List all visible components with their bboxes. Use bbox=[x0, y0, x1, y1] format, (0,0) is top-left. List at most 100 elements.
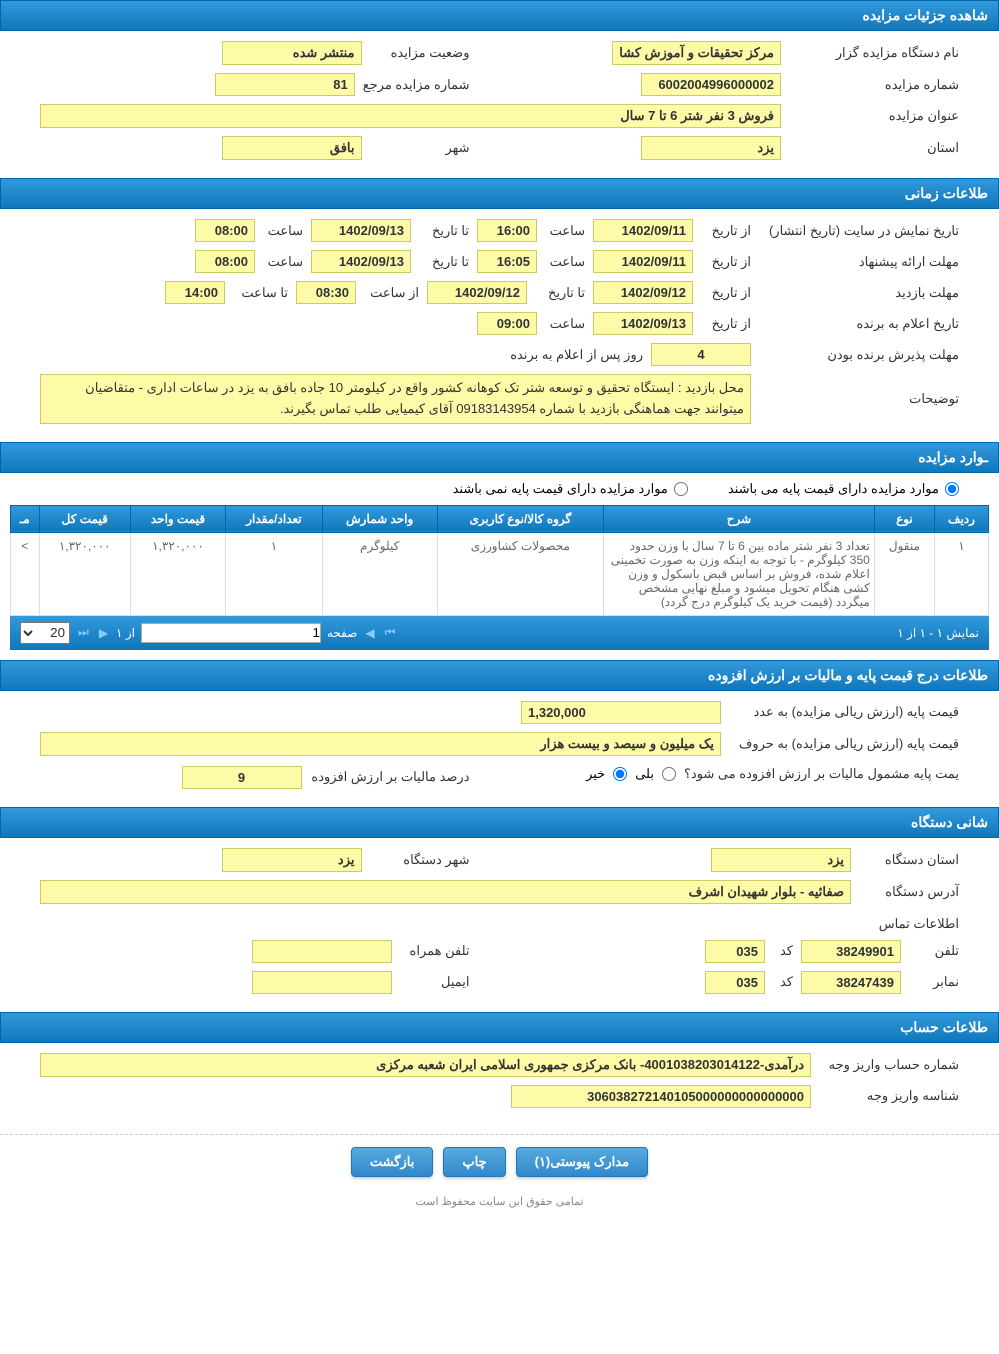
account-body: شماره حساب واریز وجه درآمدی-400103820301… bbox=[0, 1043, 999, 1126]
title-value: فروش 3 نفر شتر 6 تا 7 سال bbox=[40, 104, 781, 128]
from-date-lbl1: از تاریخ bbox=[701, 223, 751, 239]
hour-lbl1: ساعت bbox=[545, 223, 585, 239]
mobile-value bbox=[252, 940, 392, 963]
items-table-container: ردیف نوع شرح گروه کالا/نوع کاربری واحد ش… bbox=[10, 505, 989, 650]
base-num-label: قیمت پایه (ارزش ریالی مزایده) به عدد bbox=[729, 704, 959, 720]
radio-no-base[interactable] bbox=[674, 482, 688, 496]
acc-id-value: 306038272140105000000000000000 bbox=[511, 1085, 811, 1108]
hour-lbl4: ساعت bbox=[545, 316, 585, 332]
display-from-date: 1402/09/11 bbox=[593, 219, 693, 242]
pager-last-icon[interactable]: ⏭ bbox=[76, 625, 91, 640]
acc-id-label: شناسه واریز وجه bbox=[819, 1088, 959, 1104]
display-from-hour: 16:00 bbox=[477, 219, 537, 242]
from-hour-lbl3: از ساعت bbox=[364, 285, 419, 301]
radio-has-base[interactable] bbox=[945, 482, 959, 496]
pager-first-icon[interactable]: ⏮ bbox=[383, 625, 398, 640]
pager-next-icon[interactable]: ▶ bbox=[97, 626, 110, 640]
phone-code-value: 035 bbox=[705, 940, 765, 963]
cell-desc: تعداد 3 نفر شتر ماده بین 6 تا 7 سال با و… bbox=[604, 532, 875, 615]
pager-size-select[interactable]: 20 bbox=[20, 622, 70, 644]
accept-suffix: روز پس از اعلام به برنده bbox=[510, 347, 643, 363]
fax-code-label: کد bbox=[773, 974, 793, 990]
time-body: تاریخ نمایش در سایت (تاریخ انتشار) از تا… bbox=[0, 209, 999, 442]
address-body: استان دستگاه یزد شهر دستگاه یزد آدرس دست… bbox=[0, 838, 999, 1012]
pager: نمایش ۱ - ۱ از ۱ ⏮ ◀ صفحه از ۱ ▶ ⏭ 20 bbox=[10, 616, 989, 650]
mobile-label: تلفن همراه bbox=[400, 943, 470, 959]
details-body: نام دستگاه مزایده گزار مرکز تحقیقات و آم… bbox=[0, 31, 999, 178]
num-value: 6002004996000002 bbox=[641, 73, 781, 96]
vat-yes-radio[interactable] bbox=[662, 767, 676, 781]
province-label: استان bbox=[789, 140, 959, 156]
attach-button[interactable]: مدارک پیوستی(۱) bbox=[516, 1147, 649, 1177]
section-header-time: طلاعات زمانی bbox=[0, 178, 999, 209]
th-unit-price: قیمت واحد bbox=[130, 505, 225, 532]
visit-label: مهلت بازدید bbox=[759, 285, 959, 301]
section-header-details: شاهده جزئیات مزایده bbox=[0, 0, 999, 31]
cell-total: ۱,۳۲۰,۰۰۰ bbox=[39, 532, 130, 615]
to-date-lbl1: تا تاریخ bbox=[419, 223, 469, 239]
cell-unit: کیلوگرم bbox=[322, 532, 437, 615]
radio-has-base-label: موارد مزایده دارای قیمت پایه می باشند bbox=[728, 481, 939, 497]
cell-m: > bbox=[11, 532, 40, 615]
th-type: نوع bbox=[874, 505, 934, 532]
pager-page-input[interactable] bbox=[141, 623, 321, 643]
to-hour-lbl3: تا ساعت bbox=[233, 285, 288, 301]
th-desc: شرح bbox=[604, 505, 875, 532]
to-date-lbl3: تا تاریخ bbox=[535, 285, 585, 301]
section-header-address: شانی دستگاه bbox=[0, 807, 999, 838]
th-qty: تعداد/مقدار bbox=[226, 505, 323, 532]
offer-label: مهلت ارائه پیشنهاد bbox=[759, 254, 959, 270]
offer-to-date: 1402/09/13 bbox=[311, 250, 411, 273]
footer-text: تمامی حقوق این سایت محفوظ است bbox=[0, 1189, 999, 1214]
hour-lbl2b: ساعت bbox=[263, 254, 303, 270]
phone-code-label: کد bbox=[773, 943, 793, 959]
section-header-items: ـوارد مزایده bbox=[0, 442, 999, 473]
contact-label: اطلاعات تماس bbox=[859, 916, 959, 932]
pager-display: نمایش ۱ - ۱ از ۱ bbox=[897, 626, 979, 640]
back-button[interactable]: بازگشت bbox=[351, 1147, 433, 1177]
offer-to-hour: 08:00 bbox=[195, 250, 255, 273]
email-value bbox=[252, 971, 392, 994]
addr-value: صفائیه - بلوار شهیدان اشرف bbox=[40, 880, 851, 904]
email-label: ایمیل bbox=[400, 974, 470, 990]
display-to-date: 1402/09/13 bbox=[311, 219, 411, 242]
winner-hour: 09:00 bbox=[477, 312, 537, 335]
fax-code-value: 035 bbox=[705, 971, 765, 994]
offer-from-hour: 16:05 bbox=[477, 250, 537, 273]
pager-prev-icon[interactable]: ◀ bbox=[363, 626, 376, 640]
winner-label: تاریخ اعلام به برنده bbox=[759, 316, 959, 332]
table-row[interactable]: ۱ منقول تعداد 3 نفر شتر ماده بین 6 تا 7 … bbox=[11, 532, 989, 615]
display-to-hour: 08:00 bbox=[195, 219, 255, 242]
offer-from-date: 1402/09/11 bbox=[593, 250, 693, 273]
visit-from-date: 1402/09/12 bbox=[593, 281, 693, 304]
th-m: مـ bbox=[11, 505, 40, 532]
print-button[interactable]: چاپ bbox=[443, 1147, 505, 1177]
addr-label: آدرس دستگاه bbox=[859, 884, 959, 900]
th-unit: واحد شمارش bbox=[322, 505, 437, 532]
accept-label: مهلت پذیرش برنده بودن bbox=[759, 347, 959, 363]
from-date-lbl4: از تاریخ bbox=[701, 316, 751, 332]
th-total: قیمت کل bbox=[39, 505, 130, 532]
visit-from-hour: 08:30 bbox=[296, 281, 356, 304]
vat-no-label: خیر bbox=[586, 766, 605, 782]
org-label: نام دستگاه مزایده گزار bbox=[789, 45, 959, 61]
org-value: مرکز تحقیقات و آموزش کشا bbox=[612, 41, 781, 65]
th-group: گروه کالا/نوع کاربری bbox=[437, 505, 604, 532]
city-label: شهر bbox=[370, 140, 470, 156]
city-value: بافق bbox=[222, 136, 362, 160]
addr-city-value: یزد bbox=[222, 848, 362, 872]
title-label: عنوان مزایده bbox=[789, 108, 959, 124]
acc-label: شماره حساب واریز وجه bbox=[819, 1057, 959, 1073]
phone-label: تلفن bbox=[909, 943, 959, 959]
base-text-value: یک میلیون و سیصد و بیست هزار bbox=[40, 732, 721, 756]
radio-row: موارد مزایده دارای قیمت پایه می باشند مو… bbox=[0, 473, 999, 505]
vat-q-label: یمت پایه مشمول مالیات بر ارزش افزوده می … bbox=[684, 766, 959, 782]
winner-date: 1402/09/13 bbox=[593, 312, 693, 335]
base-num-value: 1,320,000 bbox=[521, 701, 721, 724]
desc-value: محل بازدید : ایستگاه تحقیق و توسعه شتر ت… bbox=[40, 374, 751, 424]
vat-no-radio[interactable] bbox=[613, 767, 627, 781]
visit-to-hour: 14:00 bbox=[165, 281, 225, 304]
cell-type: منقول bbox=[874, 532, 934, 615]
cell-group: محصولات کشاورزی bbox=[437, 532, 604, 615]
num-label: شماره مزایده bbox=[789, 77, 959, 93]
